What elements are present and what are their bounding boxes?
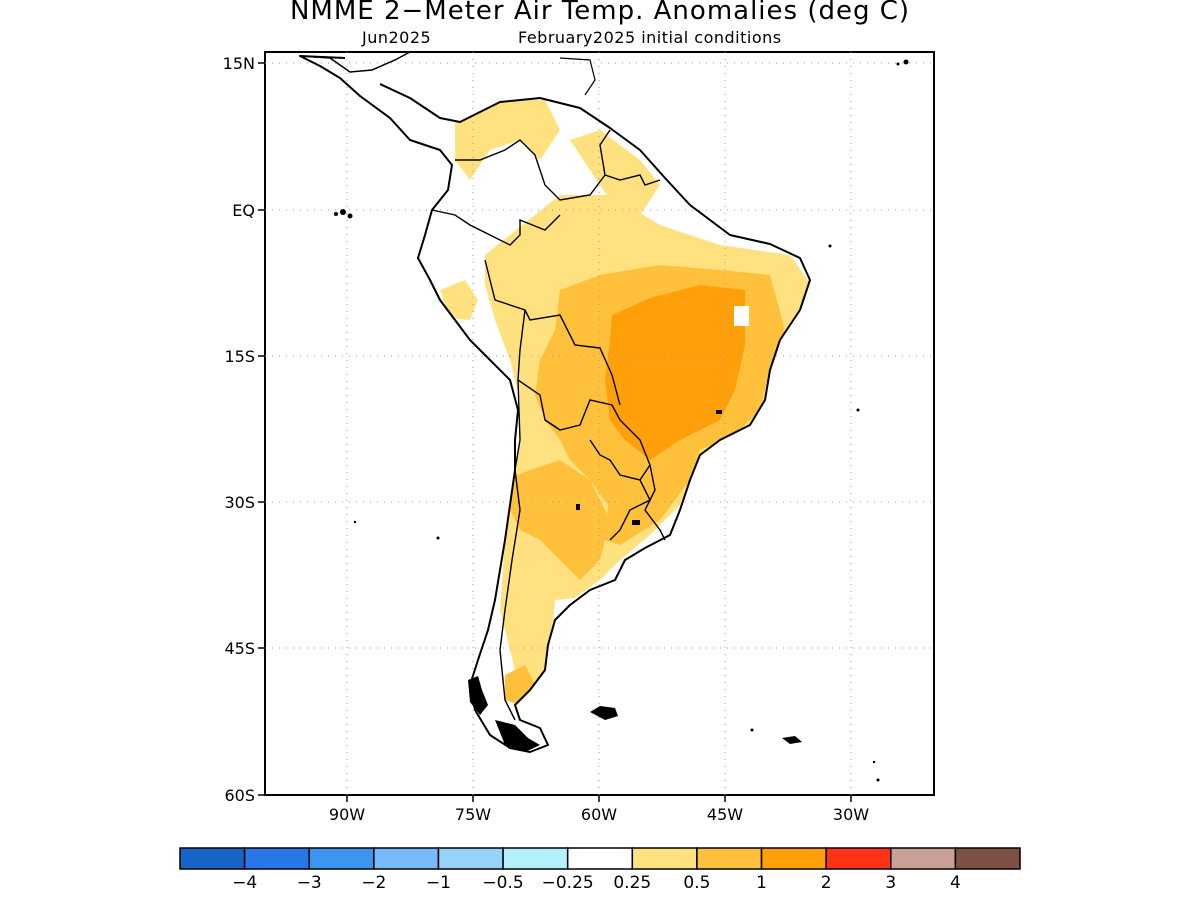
longitude-labels: 90W 75W 60W 45W 30W (329, 805, 869, 824)
legend-label: 0.25 (613, 873, 651, 893)
anomaly-1-2 (605, 285, 745, 460)
legend-label: −0.5 (482, 873, 523, 893)
forecast-month: Jun2025 (362, 28, 432, 47)
lon-label: 45W (707, 805, 743, 824)
map-title: NMME 2−Meter Air Temp. Anomalies (deg C) (289, 0, 911, 26)
lat-label: EQ (232, 201, 255, 220)
lat-label: 30S (224, 493, 255, 512)
legend-swatch (954, 847, 1021, 870)
lon-label: 75W (455, 805, 491, 824)
lon-ticks (346, 795, 852, 802)
coastline (299, 55, 811, 753)
legend-label: 3 (885, 873, 896, 893)
legend-label: 2 (821, 873, 832, 893)
south-georgia (782, 736, 802, 744)
lon-label: 90W (329, 805, 365, 824)
country-borders (431, 129, 666, 721)
islands (334, 59, 909, 782)
legend-swatch (566, 847, 634, 870)
legend-labels: −4 −3 −2 −1 −0.5 −0.25 0.25 0.5 1 2 3 4 (232, 873, 961, 893)
legend-swatch (373, 847, 440, 870)
lat-ticks (258, 62, 265, 796)
anomaly-shading (440, 100, 810, 705)
legend-label: −3 (297, 873, 322, 893)
no-data-cell (734, 306, 749, 326)
legend-swatch (696, 847, 763, 870)
legend-label: 4 (950, 873, 961, 893)
legend-label: 1 (756, 873, 767, 893)
legend-swatch (502, 847, 569, 870)
legend-label: −0.25 (542, 873, 594, 893)
falkland-islands (590, 706, 618, 720)
caribbean-coast (559, 57, 596, 96)
legend-swatch (243, 847, 310, 870)
legend-swatch (825, 847, 892, 870)
legend-swatch (308, 847, 375, 870)
latitude-labels: 15N EQ 15S 30S 45S 60S (223, 54, 255, 805)
legend-swatch (437, 847, 504, 870)
lat-label: 15S (224, 347, 255, 366)
legend-colorbar (179, 847, 1021, 870)
legend-label: 0.5 (683, 873, 710, 893)
central-america-coast (299, 51, 411, 73)
legend-label: −2 (361, 873, 386, 893)
legend-label: −1 (426, 873, 451, 893)
lon-label: 30W (833, 805, 869, 824)
lat-label: 45S (224, 639, 255, 658)
galapagos-island (340, 209, 346, 215)
legend-swatch (179, 847, 246, 870)
legend-swatch (631, 847, 698, 870)
lat-label: 15N (223, 54, 255, 73)
legend-swatch (760, 847, 827, 870)
graticule (265, 52, 934, 795)
lat-label: 60S (224, 786, 255, 805)
initial-conditions: February2025 initial conditions (518, 28, 782, 47)
legend-swatch (890, 847, 957, 870)
legend-label: −4 (232, 873, 257, 893)
lon-label: 60W (581, 805, 617, 824)
